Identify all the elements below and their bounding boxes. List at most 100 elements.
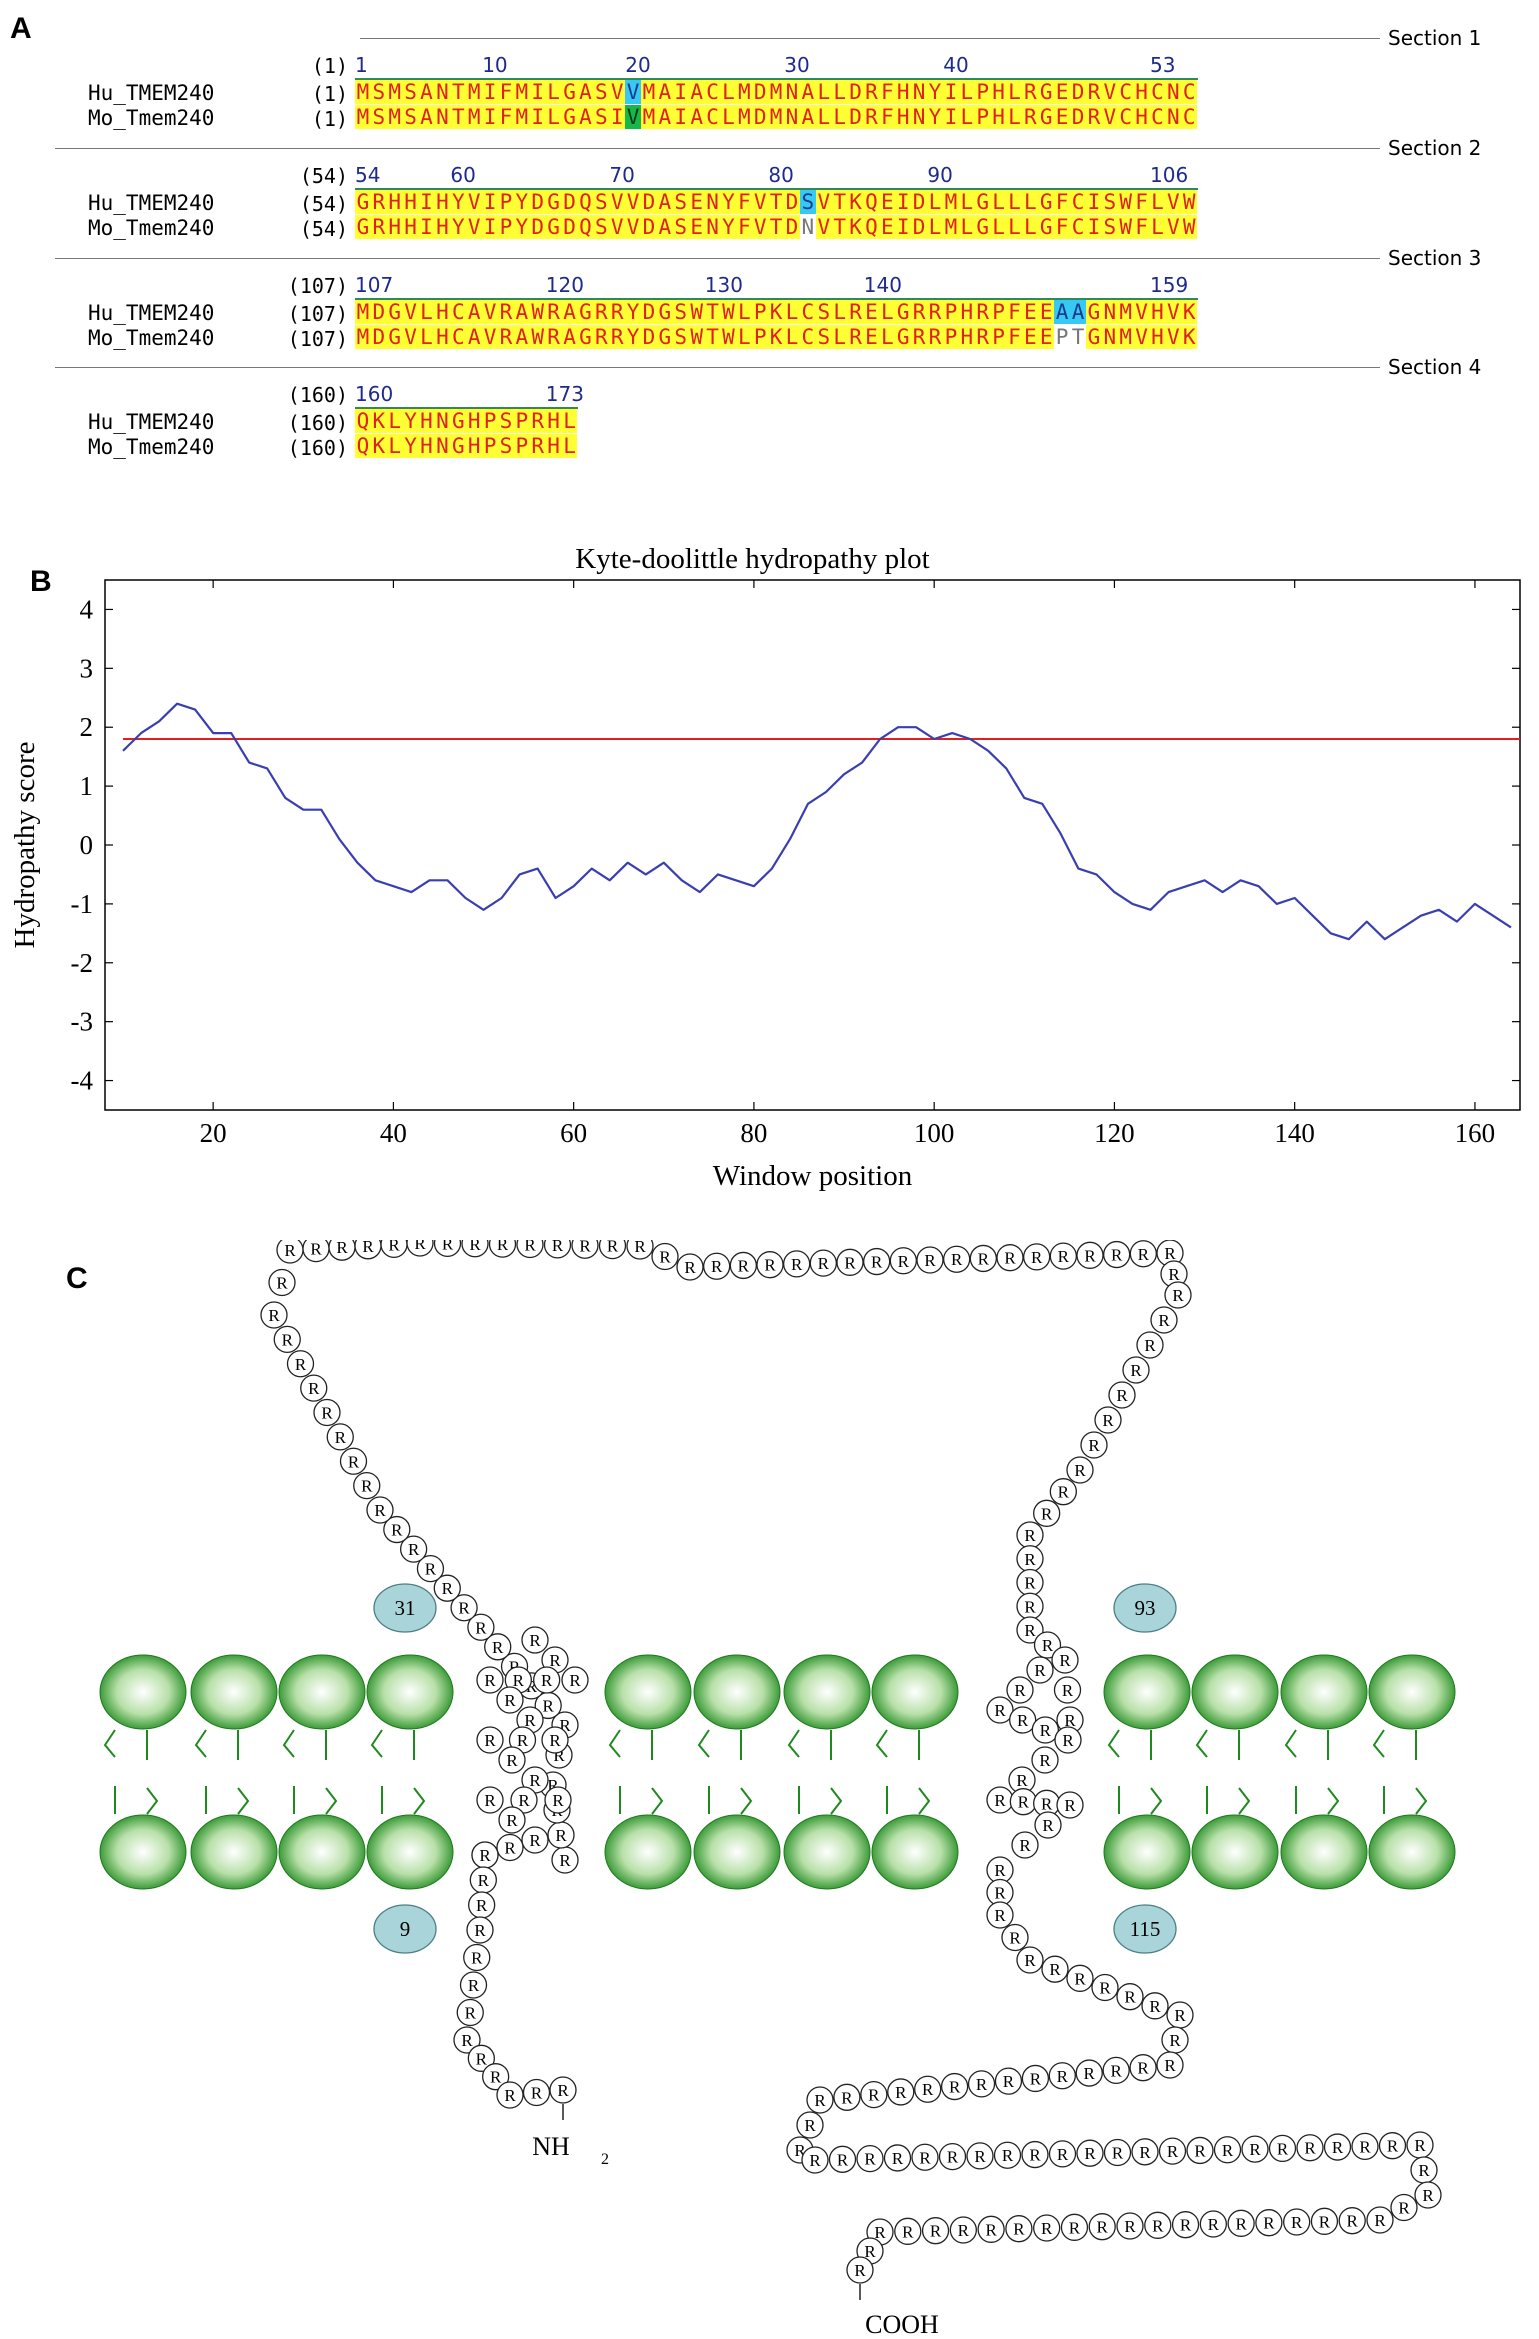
- residue: P: [1055, 325, 1069, 349]
- x-tick-label: 100: [914, 1118, 955, 1148]
- residue: I: [895, 190, 912, 214]
- residue: R: [370, 215, 387, 239]
- lipid-head-outer: [693, 1654, 781, 1730]
- residue: A: [466, 300, 483, 324]
- residue-label: R: [804, 2116, 816, 2135]
- residue: L: [958, 190, 975, 214]
- residue-label: R: [524, 1240, 536, 1255]
- residue: V: [1165, 300, 1182, 324]
- residue: L: [927, 215, 943, 239]
- residue-circle: [416, 1554, 445, 1583]
- residue: C: [704, 105, 721, 129]
- residue: V: [625, 190, 642, 214]
- residue-circle: [1076, 2139, 1104, 2167]
- residue: D: [752, 105, 769, 129]
- residue: S: [498, 409, 514, 433]
- ruler-number: 120: [545, 273, 584, 297]
- residue-circle: [801, 2146, 829, 2174]
- residue-circle: [911, 2143, 939, 2171]
- residue: A: [513, 325, 530, 349]
- residue: I: [942, 80, 959, 104]
- residue-circle: [860, 2080, 888, 2109]
- residue-label: R: [902, 2222, 914, 2241]
- residue: H: [1149, 325, 1166, 349]
- residue-label: R: [1024, 1621, 1036, 1640]
- residue-label: R: [1057, 2145, 1069, 2164]
- residue: H: [434, 325, 451, 349]
- residue-circle: [399, 1535, 428, 1563]
- residue: L: [990, 215, 1007, 239]
- ruler-number: 159: [1150, 273, 1189, 297]
- residue: I: [895, 215, 912, 239]
- residue: W: [1117, 215, 1134, 239]
- residue-circle: [433, 1240, 462, 1258]
- residue-circle: [533, 1666, 561, 1694]
- residue-label: R: [504, 1691, 516, 1710]
- residue-label: R: [764, 1256, 776, 1275]
- residue: A: [1054, 300, 1071, 324]
- residue: T: [768, 190, 785, 214]
- residue: L: [879, 300, 896, 324]
- residue: R: [593, 325, 610, 349]
- residue-circle: [488, 1240, 517, 1258]
- y-tick-label: 3: [80, 653, 94, 683]
- residue: Q: [863, 190, 880, 214]
- residue: R: [1085, 105, 1102, 129]
- residue: V: [1133, 325, 1150, 349]
- residue: G: [561, 105, 578, 129]
- residue: S: [1101, 190, 1118, 214]
- residue: Y: [450, 190, 467, 214]
- residue: D: [784, 215, 800, 239]
- position-marker-label: 9: [400, 1917, 411, 1941]
- residue-circle: [1116, 1983, 1144, 2011]
- ruler-number: 10: [482, 53, 508, 77]
- residue: I: [672, 80, 689, 104]
- residue: L: [879, 325, 896, 349]
- y-tick-label: -2: [71, 948, 94, 978]
- residue: K: [768, 325, 785, 349]
- residue-circle: [467, 2044, 495, 2072]
- residue: C: [704, 80, 721, 104]
- residue: T: [704, 300, 721, 324]
- residue-circle: [828, 2145, 857, 2173]
- residue: A: [688, 105, 705, 129]
- residue-label: R: [1235, 2214, 1247, 2233]
- sequence-start-position: (107): [287, 327, 348, 351]
- residue-circle: [1051, 1646, 1079, 1674]
- lipid-tail-outer: [370, 1729, 415, 1760]
- residue-label: R: [468, 1976, 480, 1995]
- residue: W: [529, 300, 546, 324]
- residue: Y: [513, 215, 530, 239]
- section-label: Section 2: [1388, 136, 1482, 160]
- residue: V: [752, 215, 769, 239]
- residue-circle: [1023, 1243, 1051, 1271]
- residue-label: R: [1084, 1246, 1096, 1265]
- lipid-tail-inner: [1383, 1786, 1428, 1815]
- residue-label: R: [809, 2151, 821, 2170]
- residue: Q: [577, 215, 594, 239]
- residue-circle: [756, 1251, 784, 1279]
- residue-label: R: [1277, 2139, 1289, 2158]
- position-marker-label: 115: [1130, 1917, 1161, 1941]
- residue: P: [990, 300, 1007, 324]
- residue: I: [1085, 190, 1102, 214]
- residue-label: R: [1042, 1636, 1054, 1655]
- residue: V: [1165, 190, 1182, 214]
- residue: E: [1022, 325, 1039, 349]
- residue: N: [1101, 300, 1118, 324]
- residue-label: R: [924, 1251, 936, 1270]
- residue: S: [370, 80, 387, 104]
- residue: D: [370, 300, 387, 324]
- residue: V: [1133, 300, 1150, 324]
- lipid-tail-inner: [381, 1786, 426, 1815]
- residue-circle: [994, 2067, 1023, 2095]
- residue-label: R: [476, 1896, 488, 1915]
- residue-label: R: [321, 1404, 333, 1423]
- residue-label: R: [1112, 2144, 1124, 2163]
- residue: N: [434, 80, 451, 104]
- residue-label: R: [335, 1428, 347, 1447]
- residue-label: R: [1003, 2072, 1015, 2091]
- residue-label: R: [1249, 2140, 1261, 2159]
- residue: L: [1006, 105, 1023, 129]
